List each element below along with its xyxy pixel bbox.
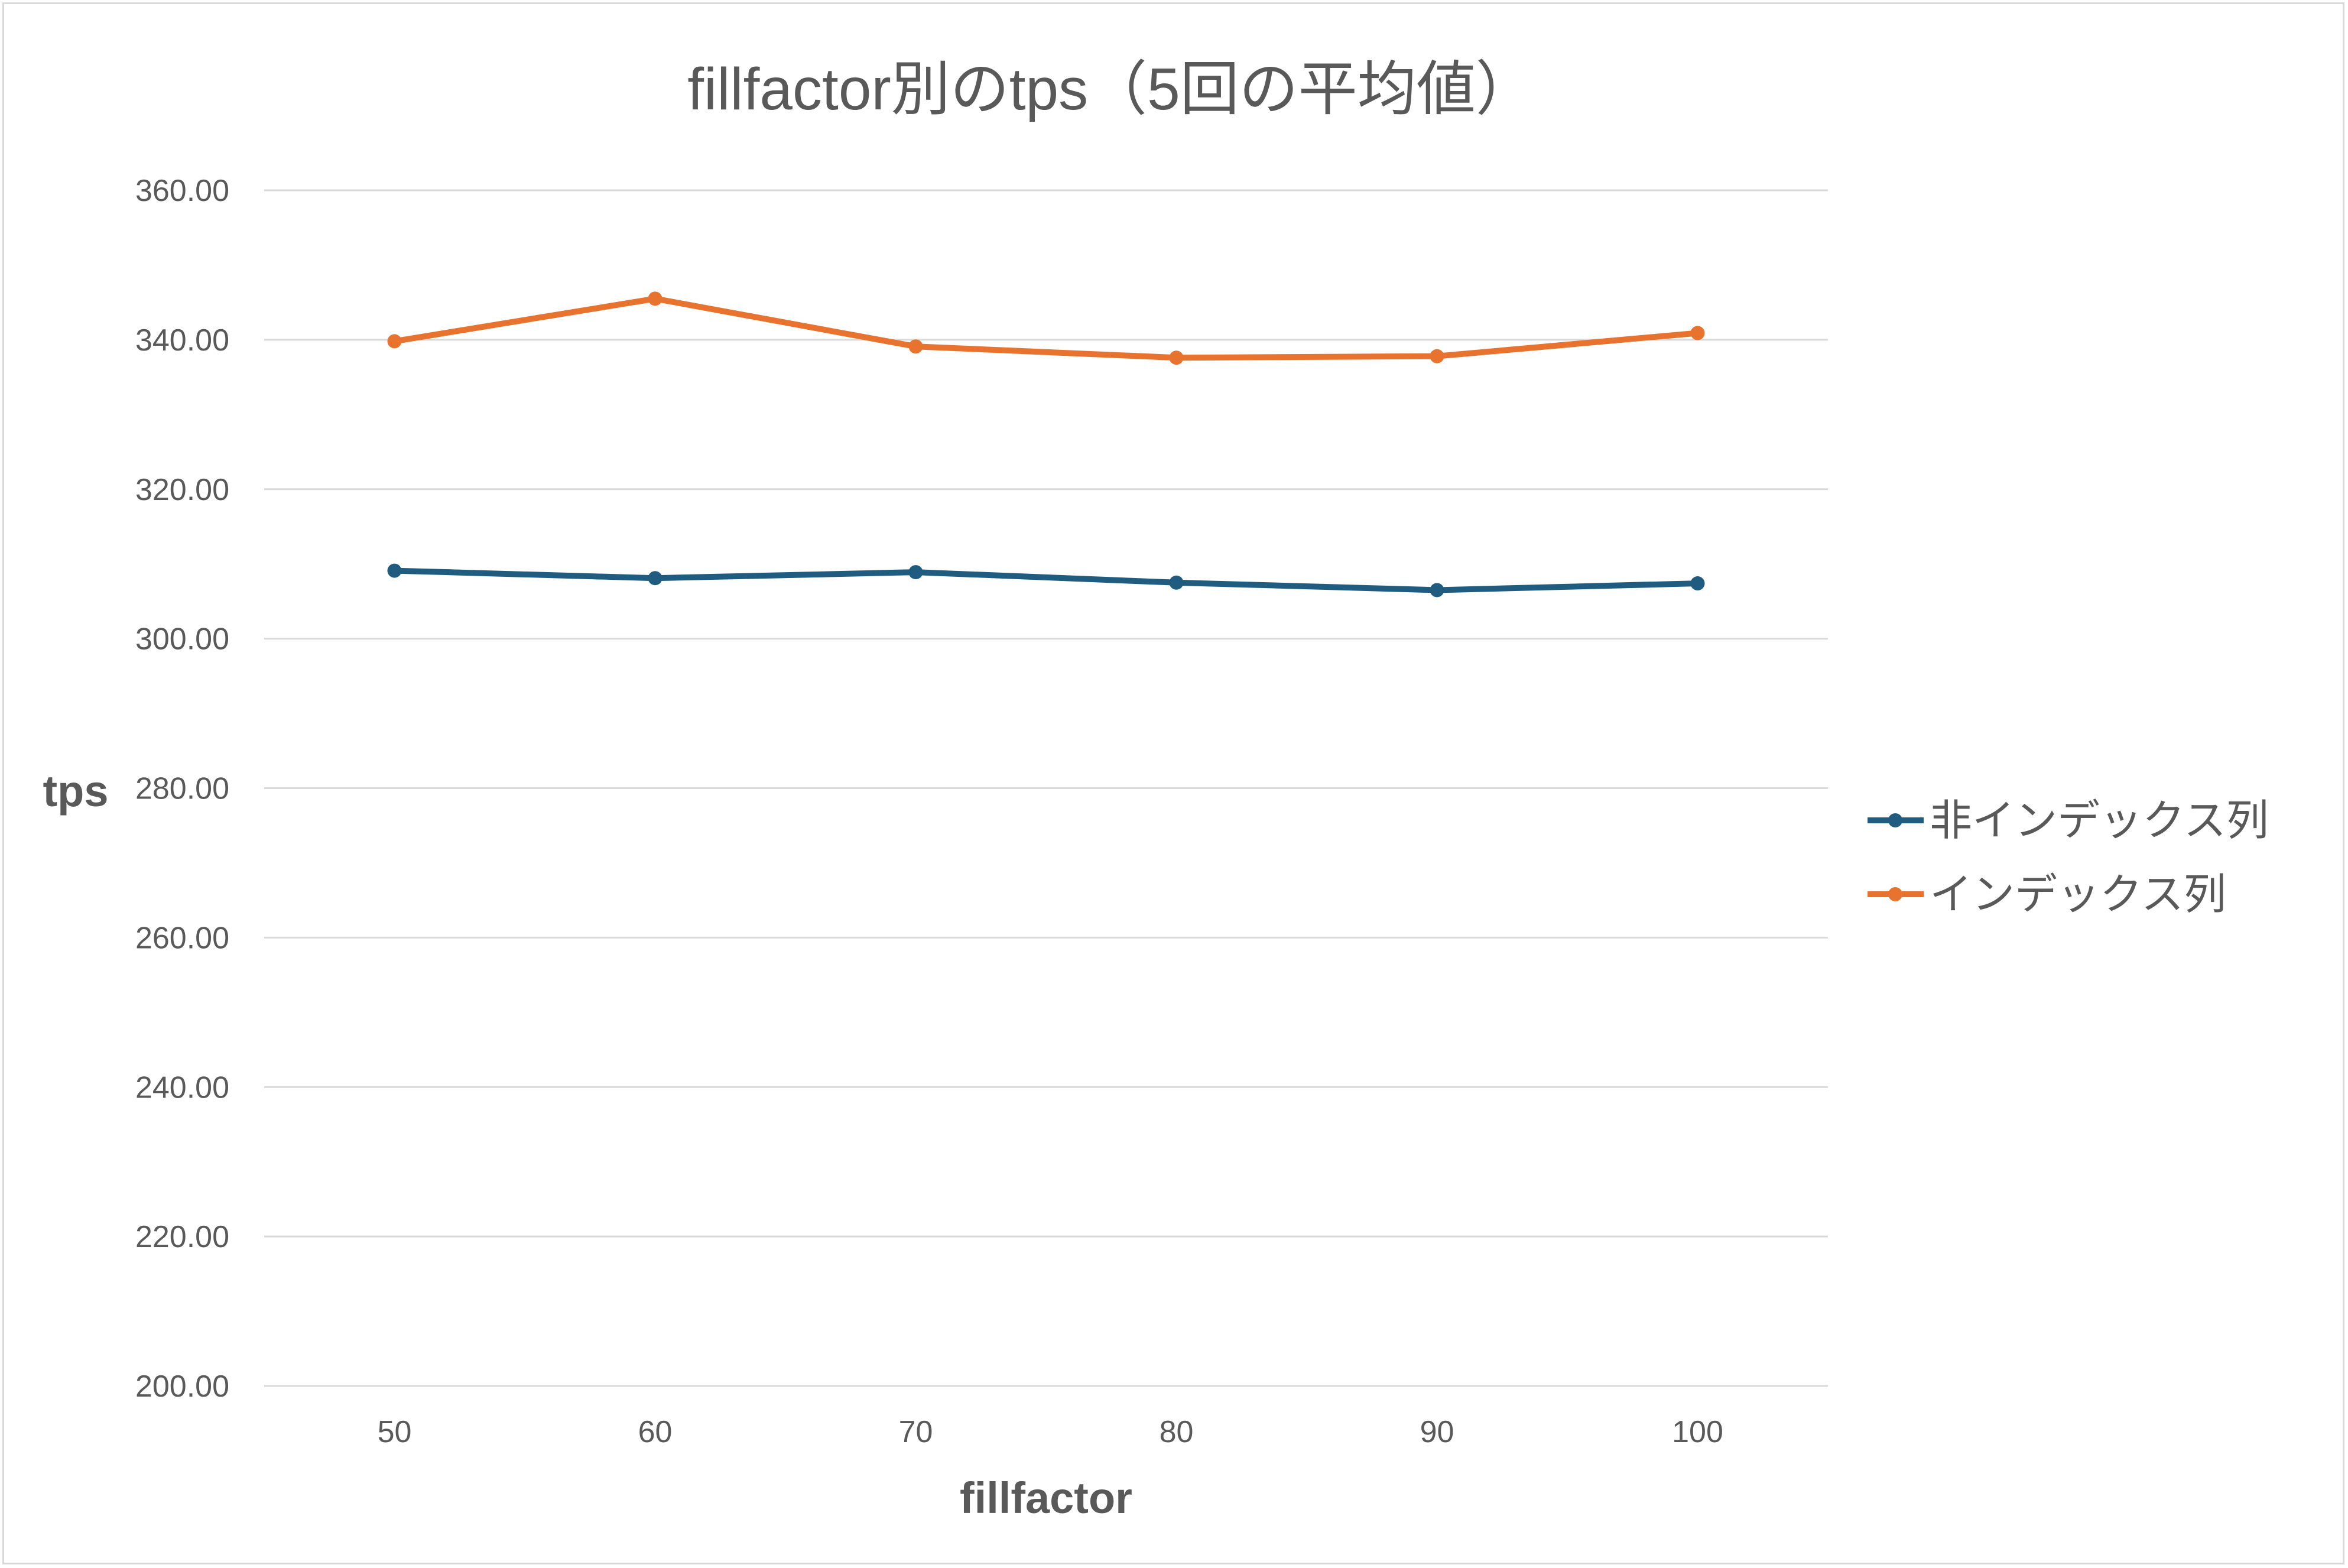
x-tick-label: 80	[1160, 1415, 1194, 1449]
y-axis-title: tps	[43, 767, 109, 816]
y-tick-label: 220.00	[135, 1220, 229, 1254]
x-axis-ticks: 50 60 70 80 90 100	[378, 1415, 1723, 1449]
data-point	[1430, 583, 1444, 598]
series-2	[387, 291, 1705, 365]
series-line	[391, 296, 1701, 361]
legend-label: 非インデックス列	[1930, 796, 2269, 845]
x-tick-label: 50	[378, 1415, 412, 1449]
series-1	[387, 563, 1705, 598]
x-tick-label: 60	[638, 1415, 673, 1449]
y-tick-label: 320.00	[135, 473, 229, 507]
data-point	[648, 571, 662, 586]
y-tick-label: 240.00	[135, 1070, 229, 1105]
data-point	[908, 339, 923, 354]
data-point	[387, 563, 402, 578]
x-axis-title: fillfactor	[960, 1473, 1132, 1522]
legend-item: インデックス列	[1868, 869, 2226, 919]
data-point	[1690, 576, 1705, 591]
y-tick-label: 200.00	[135, 1369, 229, 1404]
y-tick-label: 300.00	[135, 622, 229, 657]
x-tick-label: 100	[1672, 1415, 1723, 1449]
legend-label: インデックス列	[1930, 869, 2226, 919]
legend-point-marker	[1888, 813, 1902, 827]
y-tick-label: 360.00	[135, 174, 229, 208]
legend-point-marker	[1888, 887, 1902, 901]
data-point	[1169, 575, 1184, 590]
legend-item: 非インデックス列	[1868, 796, 2269, 845]
x-tick-label: 70	[899, 1415, 933, 1449]
x-tick-label: 90	[1420, 1415, 1454, 1449]
data-point	[648, 291, 662, 306]
y-axis-ticks: 200.00 220.00 240.00 260.00 280.00 300.00 320.…	[135, 174, 229, 1404]
gridlines	[264, 189, 1828, 1387]
data-point	[387, 334, 402, 349]
y-tick-label: 260.00	[135, 921, 229, 955]
series-group	[387, 291, 1705, 598]
data-point	[1690, 326, 1705, 340]
data-point	[1169, 350, 1184, 365]
y-tick-label: 340.00	[135, 323, 229, 358]
chart-title: fillfactor別のtps（5回の平均値）	[687, 56, 1535, 122]
y-tick-label: 280.00	[135, 772, 229, 806]
series-line	[391, 567, 1701, 593]
data-point	[1430, 349, 1444, 363]
data-point	[908, 565, 923, 580]
